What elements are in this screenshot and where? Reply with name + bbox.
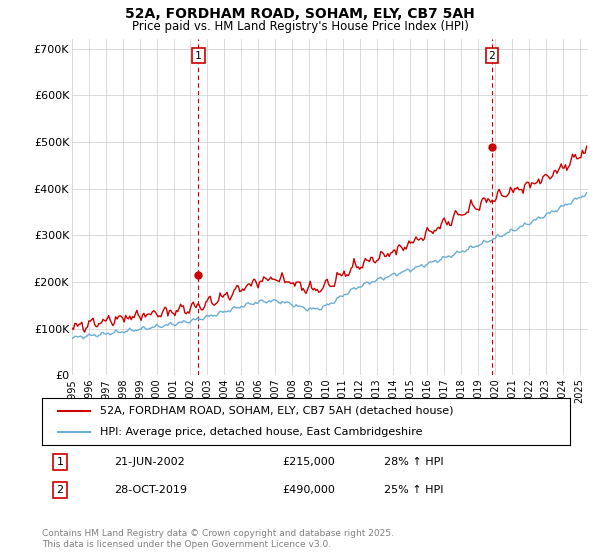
Text: 25% ↑ HPI: 25% ↑ HPI [384,485,443,495]
Text: 1: 1 [56,457,64,467]
Text: HPI: Average price, detached house, East Cambridgeshire: HPI: Average price, detached house, East… [100,427,422,437]
Text: 1: 1 [195,50,202,60]
Text: 52A, FORDHAM ROAD, SOHAM, ELY, CB7 5AH (detached house): 52A, FORDHAM ROAD, SOHAM, ELY, CB7 5AH (… [100,406,454,416]
Text: £215,000: £215,000 [282,457,335,467]
Text: 2: 2 [56,485,64,495]
Text: 2: 2 [488,50,495,60]
Text: Contains HM Land Registry data © Crown copyright and database right 2025.
This d: Contains HM Land Registry data © Crown c… [42,529,394,549]
Text: 21-JUN-2002: 21-JUN-2002 [114,457,185,467]
Text: 28% ↑ HPI: 28% ↑ HPI [384,457,443,467]
Text: £490,000: £490,000 [282,485,335,495]
Text: Price paid vs. HM Land Registry's House Price Index (HPI): Price paid vs. HM Land Registry's House … [131,20,469,32]
Text: 52A, FORDHAM ROAD, SOHAM, ELY, CB7 5AH: 52A, FORDHAM ROAD, SOHAM, ELY, CB7 5AH [125,7,475,21]
Text: 28-OCT-2019: 28-OCT-2019 [114,485,187,495]
